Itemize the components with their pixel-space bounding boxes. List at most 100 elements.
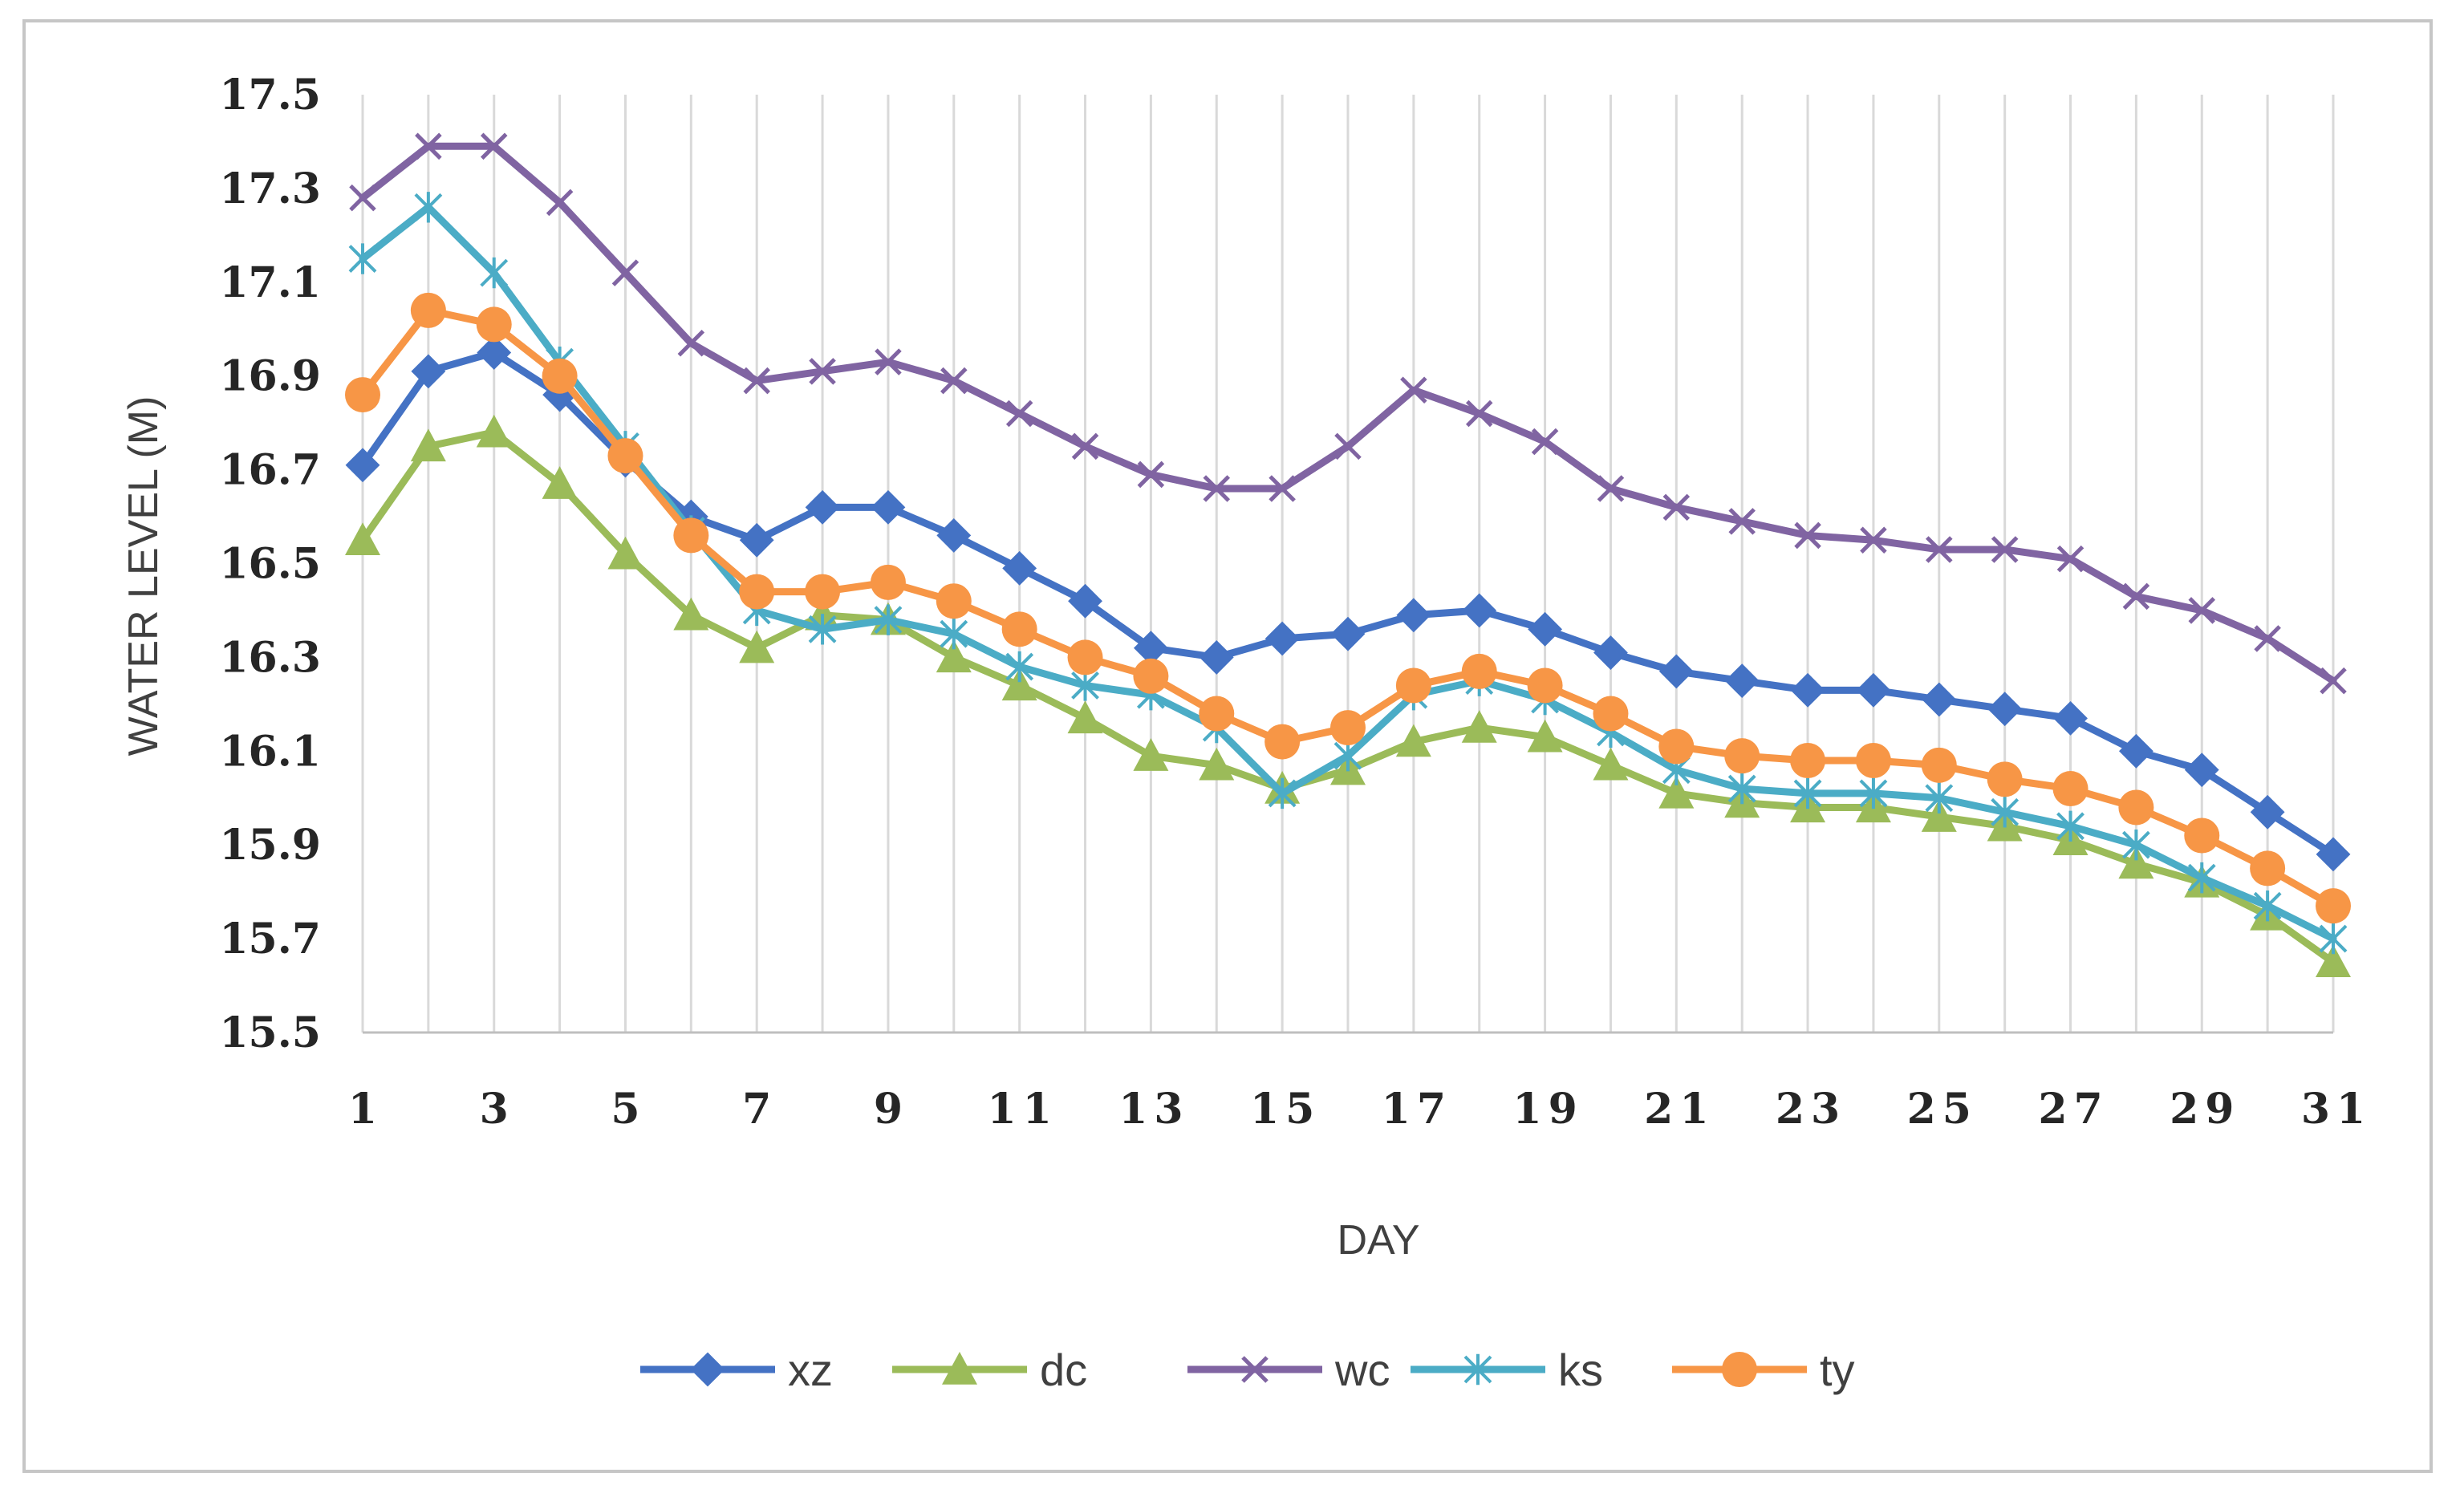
data-point-xz-25 <box>1922 682 1957 717</box>
data-point-ty-1 <box>345 377 380 413</box>
data-point-ks-10 <box>940 618 968 650</box>
data-point-dc-21 <box>1658 775 1695 809</box>
legend-marker-xz <box>690 1352 725 1387</box>
data-point-ty-25 <box>1921 747 1957 783</box>
data-point-xz-3 <box>477 335 512 370</box>
data-point-xz-9 <box>871 489 906 525</box>
data-point-wc-3 <box>480 132 508 160</box>
data-point-xz-22 <box>1724 663 1760 699</box>
data-point-ks-27 <box>2056 810 2084 842</box>
y-tick-label: 17.5 <box>219 71 321 120</box>
data-point-dc-20 <box>1593 747 1629 781</box>
data-point-xz-27 <box>2053 700 2088 736</box>
x-tick-label: 9 <box>874 1085 909 1134</box>
data-point-wc-17 <box>1400 376 1427 404</box>
data-point-xz-19 <box>1528 611 1563 647</box>
x-tick-label: 7 <box>742 1085 777 1134</box>
data-point-wc-4 <box>546 189 574 217</box>
data-point-xz-14 <box>1199 639 1234 675</box>
data-point-ty-5 <box>607 438 643 474</box>
x-tick-label: 11 <box>987 1085 1057 1134</box>
data-point-ty-11 <box>1001 611 1037 647</box>
data-point-dc-19 <box>1527 719 1563 753</box>
x-tick-label: 23 <box>1776 1085 1846 1134</box>
data-point-ty-26 <box>1987 761 2023 797</box>
x-tick-label: 31 <box>2301 1085 2372 1134</box>
data-point-xz-18 <box>1462 593 1497 628</box>
data-point-dc-18 <box>1461 710 1497 743</box>
legend: xz dc wc ks ty <box>640 1345 1855 1395</box>
series-ty <box>345 292 2351 924</box>
data-point-dc-5 <box>607 536 643 570</box>
tick-labels: 15.5 15.7 15.9 16.1 16.3 16.5 16.7 16.9 17.1 17.3… <box>219 71 2372 1134</box>
data-point-ks-22 <box>1727 773 1756 805</box>
data-point-ks-29 <box>2187 862 2216 894</box>
y-tick-label: 16.3 <box>219 633 321 682</box>
y-tick-label: 17.3 <box>219 164 321 213</box>
data-point-wc-11 <box>1005 400 1033 428</box>
data-point-ks-8 <box>808 614 837 645</box>
data-point-ty-18 <box>1461 653 1497 689</box>
x-tick-label: 15 <box>1250 1085 1321 1134</box>
y-tick-label: 17.1 <box>219 258 321 307</box>
data-point-xz-15 <box>1264 621 1300 656</box>
y-axis-title: WATER LEVEL (M) <box>120 396 167 757</box>
data-point-ks-25 <box>1925 782 1954 813</box>
data-point-wc-22 <box>1728 508 1756 535</box>
data-point-xz-21 <box>1658 654 1694 689</box>
x-tick-label: 25 <box>1907 1085 1978 1134</box>
legend-marker-dc <box>942 1352 977 1385</box>
y-tick-label: 15.7 <box>219 915 321 964</box>
data-point-wc-29 <box>2188 597 2216 624</box>
data-point-ty-7 <box>739 574 775 610</box>
data-point-wc-27 <box>2056 545 2084 573</box>
data-point-ty-3 <box>476 306 512 343</box>
data-point-ty-23 <box>1790 742 1826 778</box>
x-tick-label: 13 <box>1118 1085 1189 1134</box>
data-point-ty-29 <box>2184 817 2220 854</box>
data-point-xz-28 <box>2118 733 2153 769</box>
data-point-xz-2 <box>411 354 446 389</box>
data-point-ks-28 <box>2121 830 2150 861</box>
data-point-ks-15 <box>1268 777 1297 809</box>
data-point-xz-8 <box>805 489 840 525</box>
data-point-xz-26 <box>1987 692 2023 727</box>
data-point-dc-1 <box>345 522 380 555</box>
y-tick-label: 15.5 <box>219 1008 321 1057</box>
data-point-wc-9 <box>875 348 902 375</box>
data-point-wc-2 <box>415 132 442 160</box>
legend-marker-ty <box>1722 1352 1757 1387</box>
data-point-xz-16 <box>1330 616 1366 651</box>
data-point-dc-11 <box>1001 667 1037 701</box>
data-point-xz-29 <box>2184 753 2219 788</box>
data-point-xz-23 <box>1790 672 1825 708</box>
legend-marker-ks <box>1463 1353 1492 1385</box>
data-point-dc-31 <box>2316 944 2351 978</box>
data-point-ks-12 <box>1071 670 1099 701</box>
data-point-xz-7 <box>739 522 774 558</box>
data-point-ks-23 <box>1793 777 1822 809</box>
data-point-wc-28 <box>2122 582 2150 611</box>
chart-frame <box>22 19 2433 1473</box>
data-point-wc-21 <box>1662 493 1691 521</box>
data-point-ks-24 <box>1859 777 1888 809</box>
legend-label: dc <box>1040 1345 1087 1395</box>
data-point-wc-16 <box>1334 432 1362 460</box>
data-point-ty-14 <box>1199 696 1235 732</box>
y-tick-label: 16.9 <box>219 352 321 401</box>
data-point-ty-19 <box>1527 667 1563 704</box>
data-point-ty-9 <box>870 564 906 600</box>
data-point-wc-26 <box>1991 536 2019 563</box>
y-tick-label: 15.9 <box>219 821 321 870</box>
data-point-ty-15 <box>1264 724 1301 760</box>
data-point-xz-12 <box>1068 583 1102 619</box>
data-point-wc-24 <box>1860 526 1887 554</box>
x-axis-title: DAY <box>1337 1217 1419 1264</box>
data-point-dc-4 <box>542 466 578 499</box>
data-point-ty-2 <box>410 292 446 328</box>
data-point-wc-13 <box>1137 460 1165 489</box>
data-point-wc-15 <box>1269 475 1296 502</box>
data-point-wc-8 <box>809 358 836 385</box>
gridlines <box>361 95 2335 1033</box>
